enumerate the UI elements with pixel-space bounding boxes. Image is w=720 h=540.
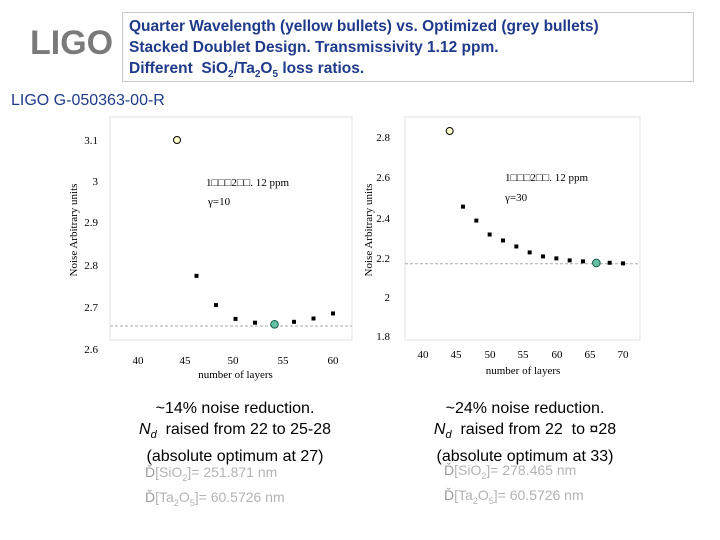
chart-0-optimized-point [194, 273, 199, 278]
chart-0-optimized-point [214, 303, 218, 308]
chart-0-xtick-label: 50 [228, 355, 240, 367]
title-box: Quarter Wavelength (yellow bullets) vs. … [122, 12, 694, 82]
chart-1-optimized-point [487, 232, 492, 237]
chart-1-optimized-point [461, 204, 465, 209]
chart-0-ytick-label: 3 [93, 176, 99, 188]
document-id: LIGO G-050363-00-R [11, 92, 165, 109]
chart-0-ytick-label: 3.1 [84, 135, 98, 147]
param-left-sio2: Ď[SiO2]= 251.871 nm [145, 464, 278, 483]
chart-1-quarter-wave-point [445, 127, 454, 136]
ligo-logo-text: LIGO [30, 24, 113, 62]
chart-1-xaxis-title: number of layers [486, 365, 561, 377]
chart-1-optimum-point [592, 258, 601, 268]
chart-0-optimized-point [253, 320, 257, 325]
caption-right-line-3: (absolute optimum at 33) [436, 448, 614, 466]
chart-1-optimized-point [527, 250, 532, 255]
chart-1-optimized-point [607, 260, 612, 265]
chart-0-optimized-point [292, 319, 296, 324]
caption-left: ~14% noise reduction. Nd raised from 22 … [110, 398, 360, 467]
chart-1-yaxis-title: Noise Arbitrary units [363, 184, 375, 277]
chart-1-ytick-label: 2.6 [376, 172, 390, 184]
chart-1-annotation-gamma: γ=30 [504, 192, 528, 204]
title-line-2: Stacked Doublet Design. Transmissivity 1… [129, 39, 499, 56]
chart-0-xaxis-title: number of layers [198, 369, 273, 381]
param-right-sio2: Ď[SiO2]= 278.465 nm [444, 462, 577, 481]
chart-1-optimized-point [554, 256, 559, 261]
chart-0-xtick-label: 60 [328, 355, 340, 367]
chart-1-optimized-point [621, 261, 625, 266]
chart-0-annotation-transmission: 1□□□2□□. 12 ppm [206, 177, 289, 189]
caption-right-line-2: Nd raised from 22 to ¤28 [433, 421, 617, 442]
chart-1-plot-area [404, 116, 641, 341]
chart-1-xtick-label: 50 [485, 349, 497, 361]
caption-left-line-3: (absolute optimum at 27) [146, 448, 324, 466]
caption-left-line-2: Nd raised from 22 to 25-28 [139, 421, 331, 442]
caption-left-line-1: ~14% noise reduction. [155, 400, 315, 417]
caption-right: ~24% noise reduction. Nd raised from 22 … [410, 398, 640, 467]
chart-1-ytick-label: 1.8 [376, 331, 390, 343]
caption-right-line-1: ~24% noise reduction. [445, 400, 605, 417]
chart-0-quarter-wave-point [173, 136, 181, 144]
chart-0-yaxis-title: Noise Arbitrary units [68, 184, 80, 277]
chart-0-plot-area [109, 116, 353, 341]
chart-0-xtick-label: 55 [278, 355, 290, 367]
chart-0-optimized-point [331, 311, 335, 316]
chart-1-annotation-transmission: 1□□□2□□. 12 ppm [505, 172, 588, 184]
chart-1-ytick-label: 2.2 [376, 253, 390, 265]
chart-1-optimized-point [501, 238, 505, 243]
params-right: Ď[SiO2]= 278.465 nm Ď[Ta2O5]= 60.5726 nm [444, 461, 584, 511]
chart-1-xtick-label: 45 [451, 349, 463, 361]
chart-1-optimized-point [567, 258, 572, 263]
params-left: Ď[SiO2]= 251.871 nm Ď[Ta2O5]= 60.5726 nm [145, 463, 285, 513]
param-left-ta2o5: Ď[Ta2O5]= 60.5726 nm [145, 488, 285, 508]
chart-0-ytick-label: 2.6 [84, 344, 98, 356]
chart-1-optimized-point [581, 259, 585, 264]
chart-1-xtick-label: 55 [518, 349, 530, 361]
chart-1-ytick-label: 2.8 [376, 132, 390, 144]
chart-0-optimized-point [311, 316, 316, 321]
ligo-logo: LIGO [30, 24, 113, 62]
chart-1-xtick-label: 70 [618, 349, 630, 361]
chart-0-xtick-label: 45 [180, 355, 192, 367]
chart-1-optimized-point [541, 254, 545, 259]
title-line-1: Quarter Wavelength (yellow bullets) vs. … [129, 18, 599, 35]
chart-1-optimized-point [514, 244, 519, 249]
chart-1-ytick-label: 2.4 [376, 213, 390, 225]
chart-0-annotation-gamma: γ=10 [207, 196, 231, 208]
title-line-3: Different SiO2/Ta2O5 loss ratios. [129, 60, 365, 81]
chart-0-optimum-point [270, 320, 279, 329]
chart-0-ytick-label: 2.8 [84, 260, 98, 272]
chart-1-xtick-label: 40 [418, 349, 430, 361]
chart-1-optimized-point [474, 218, 479, 223]
chart-0-ytick-label: 2.9 [84, 217, 98, 229]
chart-0-xtick-label: 40 [133, 355, 145, 367]
param-right-ta2o5: Ď[Ta2O5]= 60.5726 nm [444, 486, 584, 506]
chart-0-ytick-label: 2.7 [84, 302, 98, 314]
chart-1-xtick-label: 60 [552, 349, 564, 361]
chart-1-xtick-label: 65 [585, 349, 597, 361]
chart-0-optimized-point [233, 316, 238, 321]
chart-1-ytick-label: 2 [385, 292, 391, 304]
